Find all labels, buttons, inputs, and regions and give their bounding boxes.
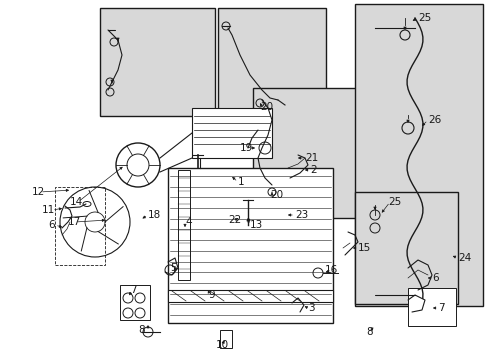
Bar: [100, 8, 215, 116]
Text: 9: 9: [207, 290, 214, 300]
Text: 22: 22: [227, 215, 241, 225]
Bar: [354, 192, 457, 304]
Text: 25: 25: [387, 197, 401, 207]
Text: 7: 7: [437, 303, 444, 313]
Text: 16: 16: [325, 265, 338, 275]
Text: 20: 20: [269, 190, 283, 200]
Bar: [252, 88, 377, 218]
Bar: [178, 170, 190, 280]
Bar: [407, 288, 455, 326]
Text: 8: 8: [366, 327, 372, 337]
Text: 19: 19: [240, 143, 253, 153]
Bar: [354, 4, 482, 306]
Text: 13: 13: [249, 220, 263, 230]
Text: 7: 7: [130, 285, 136, 295]
Text: 12: 12: [32, 187, 45, 197]
Text: 21: 21: [305, 153, 318, 163]
Text: 18: 18: [148, 210, 161, 220]
Text: 5: 5: [170, 263, 176, 273]
Text: 11: 11: [42, 205, 55, 215]
Bar: [218, 8, 325, 116]
Text: 2: 2: [309, 165, 316, 175]
Text: 6: 6: [431, 273, 438, 283]
Text: 10: 10: [215, 340, 228, 350]
Bar: [220, 330, 231, 348]
Text: 4: 4: [184, 217, 191, 227]
Text: 26: 26: [427, 115, 440, 125]
Text: 25: 25: [417, 13, 430, 23]
Text: 6: 6: [48, 220, 55, 230]
Text: 17: 17: [68, 217, 81, 227]
Text: 8: 8: [139, 325, 145, 335]
Text: 14: 14: [70, 197, 83, 207]
Text: 1: 1: [238, 177, 244, 187]
Bar: [55, 187, 105, 265]
Bar: [168, 168, 332, 323]
Text: 3: 3: [307, 303, 314, 313]
Text: 20: 20: [260, 102, 273, 112]
Bar: [120, 285, 150, 320]
Text: 24: 24: [457, 253, 470, 263]
Text: 23: 23: [294, 210, 307, 220]
Bar: [192, 108, 271, 158]
Bar: [168, 290, 332, 302]
Text: 15: 15: [357, 243, 370, 253]
